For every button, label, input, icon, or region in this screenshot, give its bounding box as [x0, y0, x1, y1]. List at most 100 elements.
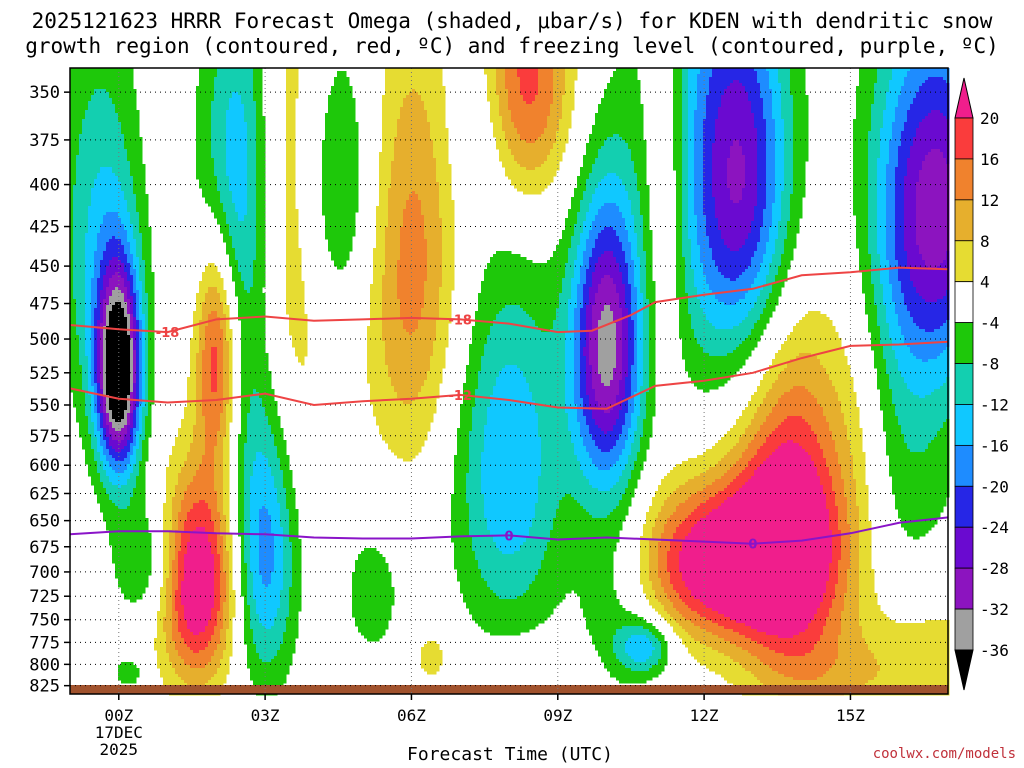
omega-cell: [787, 77, 791, 81]
omega-cell: [538, 143, 542, 147]
omega-cell: [673, 137, 677, 141]
omega-cell: [868, 104, 872, 108]
omega-cell: [133, 140, 137, 144]
omega-cell: [397, 68, 401, 72]
omega-cell: [859, 104, 863, 108]
omega-cell: [643, 143, 647, 147]
omega-cell: [685, 110, 689, 114]
omega-cell: [892, 128, 896, 132]
omega-cell: [100, 89, 104, 93]
omega-cell: [208, 89, 212, 93]
omega-cell: [613, 131, 617, 135]
omega-cell: [631, 119, 635, 123]
omega-cell: [790, 101, 794, 105]
omega-cell: [685, 83, 689, 87]
omega-cell: [724, 116, 728, 120]
omega-cell: [241, 119, 245, 123]
omega-cell: [700, 119, 704, 123]
omega-cell: [436, 89, 440, 93]
omega-cell: [763, 89, 767, 93]
omega-cell: [877, 110, 881, 114]
omega-cell: [784, 80, 788, 84]
omega-cell: [724, 137, 728, 141]
omega-cell: [130, 101, 134, 105]
omega-cell: [421, 92, 425, 96]
omega-cell: [517, 143, 521, 147]
omega-cell: [532, 128, 536, 132]
omega-cell: [913, 104, 917, 108]
omega-cell: [610, 125, 614, 129]
omega-cell: [436, 71, 440, 75]
omega-cell: [937, 98, 941, 102]
omega-cell: [697, 95, 701, 99]
omega-cell: [733, 143, 737, 147]
omega-cell: [202, 86, 206, 90]
omega-cell: [631, 80, 635, 84]
omega-cell: [781, 95, 785, 99]
omega-cell: [943, 107, 947, 111]
omega-cell: [121, 131, 125, 135]
omega-cell: [73, 95, 77, 99]
omega-cell: [496, 116, 500, 120]
omega-cell: [763, 140, 767, 144]
omega-cell: [895, 116, 899, 120]
omega-cell: [424, 92, 428, 96]
omega-cell: [439, 119, 443, 123]
omega-cell: [511, 113, 515, 117]
omega-cell: [727, 71, 731, 75]
omega-cell: [718, 122, 722, 126]
omega-cell: [412, 101, 416, 105]
omega-cell: [496, 74, 500, 78]
omega-cell: [859, 71, 863, 75]
omega-cell: [253, 68, 257, 72]
omega-cell: [535, 80, 539, 84]
omega-cell: [520, 80, 524, 84]
omega-cell: [886, 92, 890, 96]
omega-cell: [226, 86, 230, 90]
omega-cell: [493, 122, 497, 126]
omega-cell: [121, 125, 125, 129]
omega-cell: [802, 80, 806, 84]
omega-cell: [778, 107, 782, 111]
omega-cell: [931, 68, 935, 72]
omega-cell: [733, 134, 737, 138]
omega-cell: [733, 113, 737, 117]
omega-cell: [934, 104, 938, 108]
omega-cell: [127, 143, 131, 147]
omega-cell: [409, 101, 413, 105]
omega-cell: [412, 71, 416, 75]
omega-cell: [487, 71, 491, 75]
omega-cell: [388, 74, 392, 78]
omega-cell: [226, 134, 230, 138]
omega-cell: [409, 74, 413, 78]
omega-cell: [553, 131, 557, 135]
omega-cell: [247, 95, 251, 99]
omega-cell: [796, 128, 800, 132]
omega-cell: [607, 92, 611, 96]
omega-cell: [439, 95, 443, 99]
omega-cell: [940, 101, 944, 105]
omega-cell: [85, 74, 89, 78]
omega-cell: [790, 98, 794, 102]
omega-cell: [490, 101, 494, 105]
omega-cell: [352, 131, 356, 135]
omega-cell: [619, 110, 623, 114]
omega-cell: [529, 74, 533, 78]
omega-cell: [712, 128, 716, 132]
omega-cell: [328, 134, 332, 138]
omega-cell: [751, 131, 755, 135]
omega-cell: [79, 116, 83, 120]
omega-cell: [886, 128, 890, 132]
omega-cell: [748, 86, 752, 90]
omega-cell: [337, 110, 341, 114]
omega-cell: [418, 143, 422, 147]
omega-cell: [604, 98, 608, 102]
omega-cell: [763, 80, 767, 84]
omega-cell: [805, 131, 809, 135]
omega-cell: [751, 92, 755, 96]
omega-cell: [544, 125, 548, 129]
omega-cell: [565, 125, 569, 129]
omega-cell: [70, 119, 74, 123]
omega-cell: [679, 83, 683, 87]
omega-cell: [286, 143, 290, 147]
